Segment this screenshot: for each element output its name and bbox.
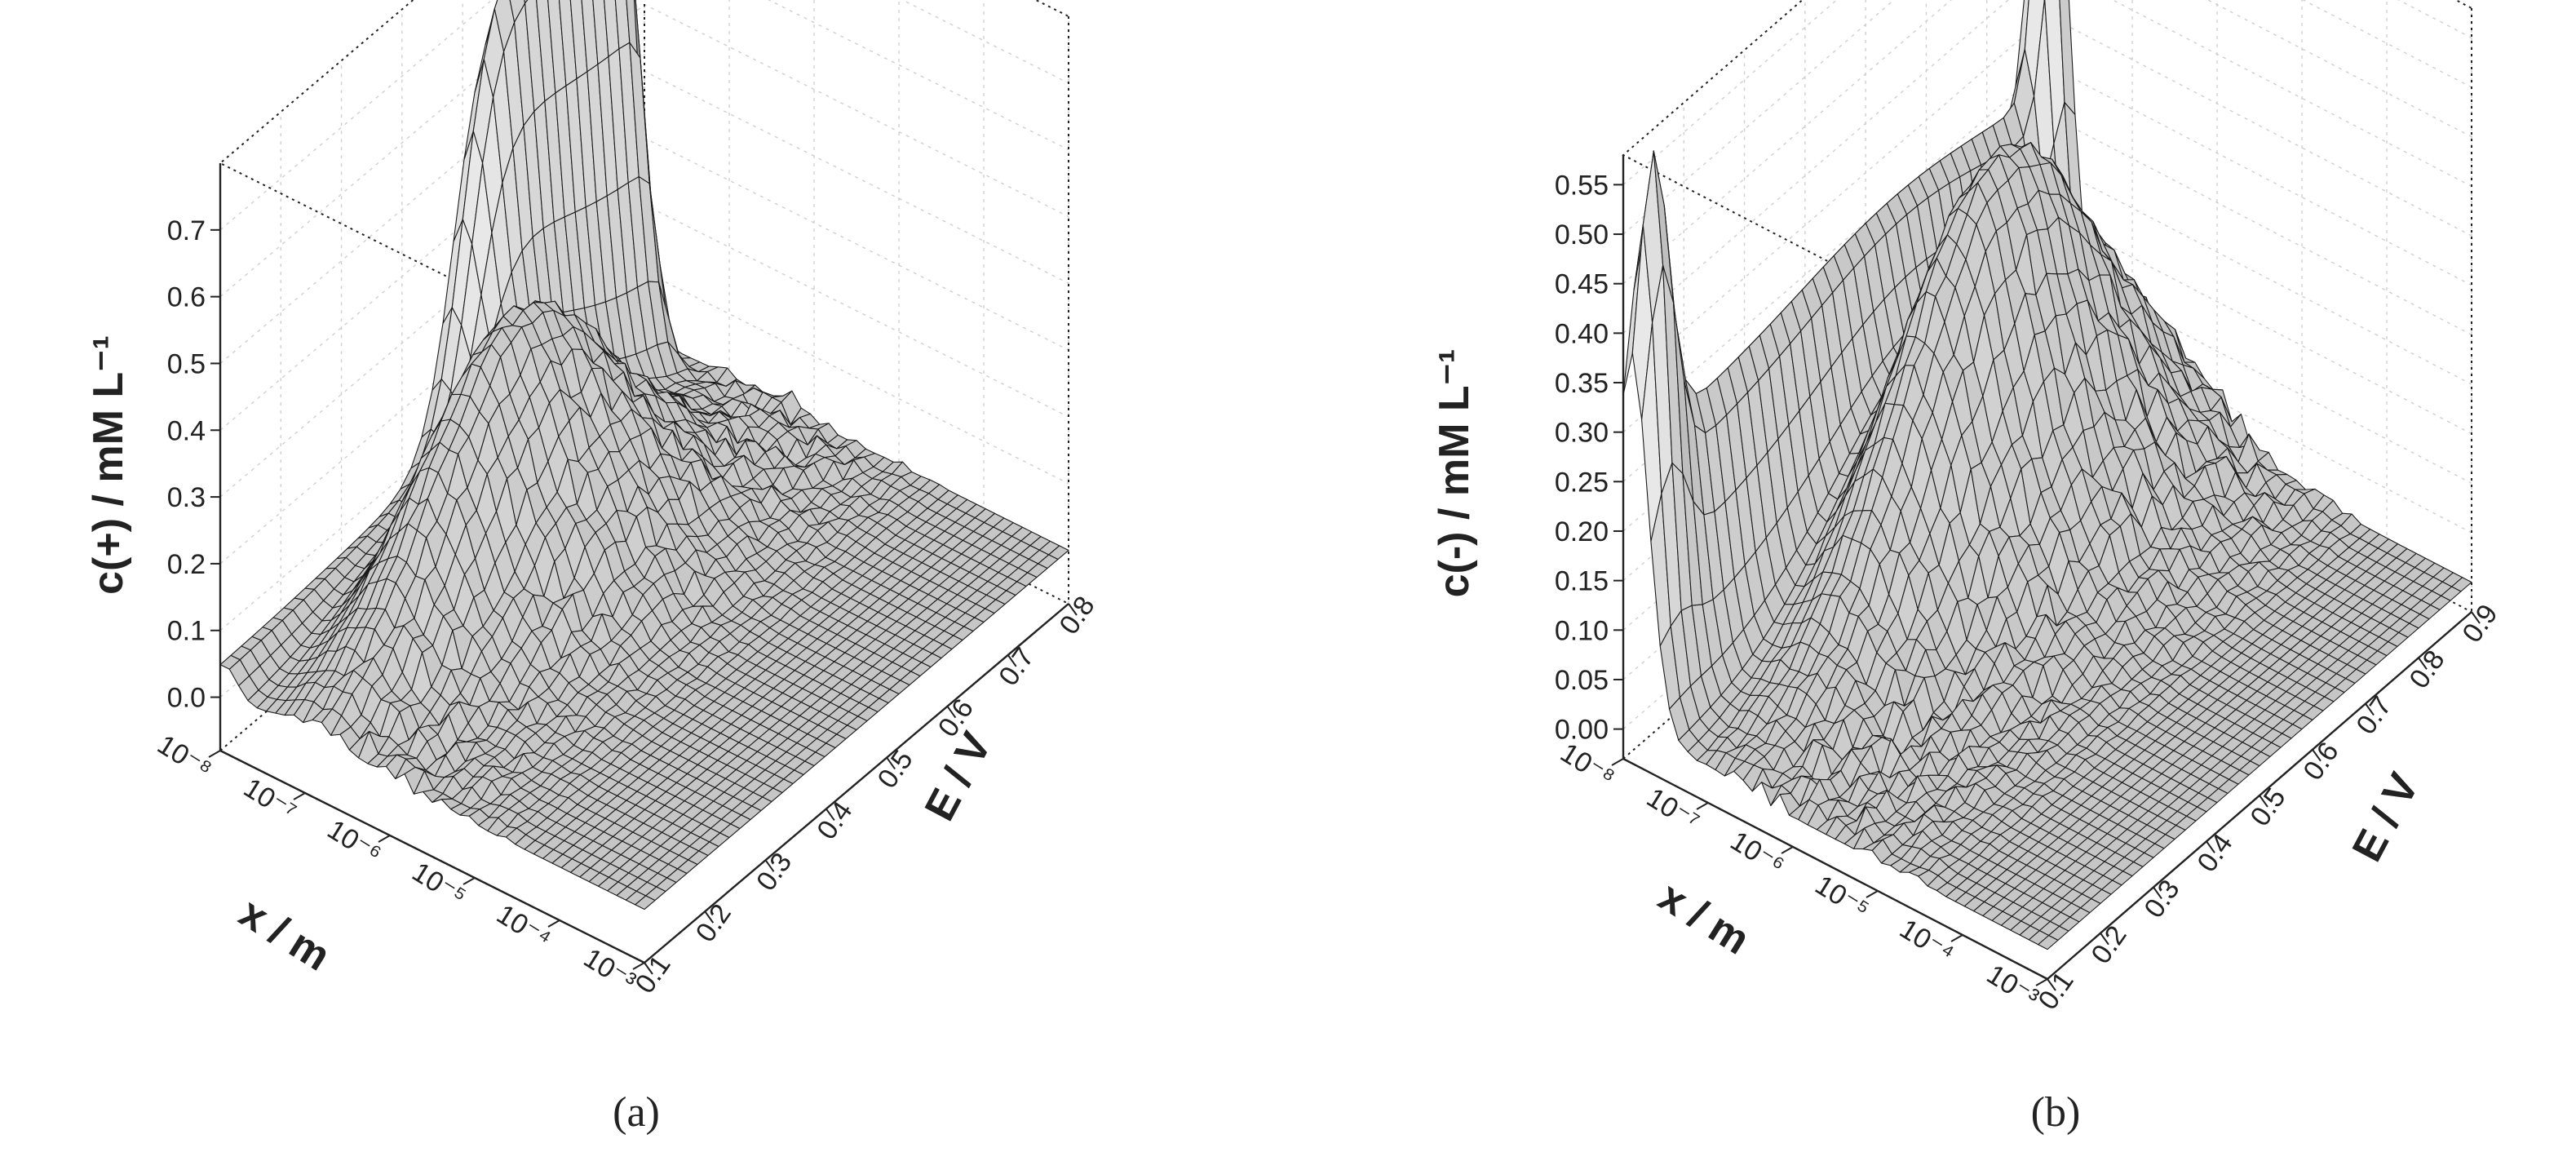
- e-tick: [825, 808, 835, 822]
- e-tick: [2312, 749, 2321, 762]
- e-tick: [2259, 795, 2268, 808]
- surface-face: [2451, 577, 2472, 592]
- e-tick: [1068, 603, 1078, 616]
- e-axis-title: E / V: [2344, 765, 2428, 869]
- e-tick-label: 0.3: [750, 847, 798, 897]
- z-tick-label: 0.4: [167, 415, 206, 446]
- surface-b: [1622, 0, 2472, 950]
- surface-face: [2015, 0, 2029, 87]
- e-tick: [946, 706, 957, 719]
- x-tick-label: 10⁻³: [1981, 959, 2044, 1014]
- x-tick-label: 10⁻³: [578, 942, 641, 998]
- box-top-edge: [219, 0, 1069, 376]
- x-axis-title: x / m: [231, 889, 338, 981]
- e-tick-label: 0.8: [1053, 591, 1100, 640]
- z-tick-label: 0.45: [1555, 269, 1609, 300]
- z-axis-title: c(-) / mM L⁻¹: [1431, 349, 1478, 598]
- x-tick-label: 10⁻⁵: [407, 857, 471, 913]
- x-tick: [547, 919, 560, 928]
- x-tick-label: 10⁻⁵: [1810, 870, 1874, 926]
- e-tick-label: 0.6: [2297, 737, 2344, 786]
- z-tick-label: 0.0: [167, 683, 206, 714]
- surface-plot-a: 0.0 0.1 0.2 0.3 0.4 0.5 0.6 0.7 10⁻⁸ 10⁻⁷ 10⁻⁶ 10⁻⁵…: [85, 0, 1101, 1136]
- x-tick: [208, 750, 221, 758]
- z-tick-label: 0.25: [1555, 467, 1609, 498]
- e-tick-label: 0.4: [811, 796, 858, 846]
- x-tick-label: 10⁻⁶: [322, 814, 387, 871]
- z-axis-title: c(+) / mM L⁻¹: [85, 335, 132, 595]
- e-tick: [2471, 611, 2481, 624]
- x-tick-label: 10⁻⁸: [1555, 737, 1620, 793]
- e-tick-label: 0.3: [2138, 875, 2185, 924]
- x-tick: [378, 835, 391, 843]
- panel-label: (a): [613, 1089, 660, 1136]
- e-tick: [2100, 933, 2109, 946]
- e-tick-label: 0.1: [2032, 966, 2079, 1016]
- surface-a: [219, 0, 1069, 911]
- x-tick: [1696, 802, 1709, 810]
- surface-plot-b: 0.00 0.05 0.10 0.15 0.20 0.25 0.30 0.35 0.40 0.45…: [1431, 0, 2504, 1136]
- z-tick-label: 0.6: [167, 282, 206, 313]
- x-tick-label: 10⁻⁸: [152, 729, 217, 785]
- chart-panel-b: 0.00 0.05 0.10 0.15 0.20 0.25 0.30 0.35 0.40 0.45…: [1289, 0, 2576, 1152]
- x-tick: [1866, 890, 1879, 898]
- e-tick-label: 0.5: [872, 745, 919, 795]
- z-tick-label: 0.5: [167, 348, 206, 379]
- x-tick: [1781, 846, 1794, 854]
- x-tick: [463, 877, 476, 885]
- z-tick-label: 0.05: [1555, 665, 1609, 696]
- z-tick-label: 0.30: [1555, 418, 1609, 449]
- z-tick-label: 0.3: [167, 482, 206, 513]
- e-tick: [2047, 978, 2056, 991]
- z-tick-label: 0.40: [1555, 318, 1609, 349]
- e-tick: [2153, 886, 2162, 900]
- z-tick-label: 0.7: [167, 215, 206, 246]
- e-tick-label: 0.1: [629, 950, 676, 999]
- z-tick-label: 0.35: [1555, 368, 1609, 399]
- chart-panel-a: 0.0 0.1 0.2 0.3 0.4 0.5 0.6 0.7 10⁻⁸ 10⁻⁷ 10⁻⁶ 10⁻⁵…: [85, 0, 1101, 1136]
- e-tick: [644, 962, 653, 975]
- surface-face: [2024, 0, 2045, 97]
- e-tick-label: 0.2: [690, 898, 737, 948]
- z-tick-label: 0.55: [1555, 170, 1609, 201]
- x-tick-label: 10⁻⁴: [1894, 913, 1959, 970]
- e-axis-line: [644, 603, 1069, 964]
- e-tick: [1007, 654, 1017, 667]
- e-tick-label: 0.9: [2456, 599, 2503, 649]
- e-tick-label: 0.7: [2350, 691, 2397, 741]
- x-tick: [632, 962, 645, 970]
- z-tick-label: 0.2: [167, 549, 206, 580]
- x-axis-line: [219, 749, 645, 964]
- e-tick: [2365, 702, 2375, 716]
- e-axis-title: E / V: [916, 724, 1001, 828]
- e-tick: [2418, 657, 2428, 670]
- e-tick: [2206, 840, 2215, 853]
- x-tick: [1611, 758, 1624, 766]
- z-tick-label: 0.00: [1555, 715, 1609, 746]
- e-tick-label: 0.7: [993, 642, 1040, 692]
- e-tick-label: 0.8: [2403, 645, 2450, 694]
- z-tick-label: 0.1: [167, 616, 206, 647]
- panel-label: (b): [2031, 1089, 2081, 1136]
- e-tick-label: 0.5: [2244, 782, 2291, 832]
- e-tick: [704, 911, 715, 924]
- x-axis-line: [1622, 757, 2048, 981]
- x-tick: [2035, 978, 2048, 986]
- x-tick: [1950, 934, 1963, 942]
- e-tick-label: 0.4: [2191, 828, 2238, 878]
- e-tick: [886, 756, 896, 770]
- z-tick-label: 0.50: [1555, 219, 1609, 250]
- x-tick-label: 10⁻⁴: [491, 898, 556, 955]
- e-tick: [764, 859, 775, 872]
- x-tick-label: 10⁻⁷: [238, 772, 302, 827]
- x-axis-title: x / m: [1650, 873, 1757, 964]
- x-tick-label: 10⁻⁶: [1725, 826, 1790, 882]
- z-tick-label: 0.10: [1555, 615, 1609, 646]
- e-tick-label: 0.2: [2085, 920, 2132, 970]
- z-tick-label: 0.20: [1555, 516, 1609, 547]
- surface-face: [1048, 545, 1069, 560]
- z-tick-label: 0.15: [1555, 566, 1609, 597]
- x-tick: [293, 792, 306, 800]
- x-tick-label: 10⁻⁷: [1641, 782, 1705, 837]
